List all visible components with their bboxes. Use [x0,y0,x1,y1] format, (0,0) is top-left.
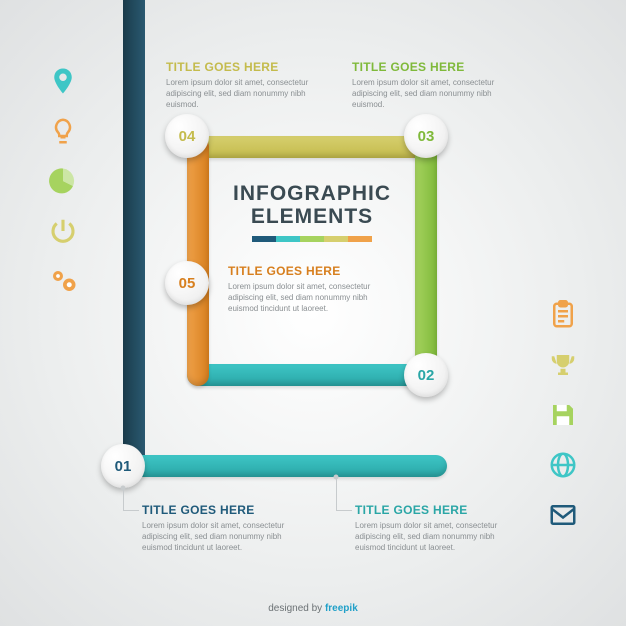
power-icon [48,216,78,246]
block-03-body: Lorem ipsum dolor sit amet, consectetur … [352,78,502,110]
block-05-body: Lorem ipsum dolor sit amet, consectetur … [228,282,398,314]
node-02: 02 [404,353,448,397]
leader-02-h [336,510,352,511]
square-bar-bottom [187,364,437,386]
leader-01-dot [121,486,126,491]
block-05-title: TITLE GOES HERE [228,264,398,278]
block-04: TITLE GOES HERE Lorem ipsum dolor sit am… [166,60,316,110]
credit-prefix: designed by [268,603,325,614]
left-icon-column [48,66,78,296]
block-01: TITLE GOES HERE Lorem ipsum dolor sit am… [142,503,312,553]
block-02-body: Lorem ipsum dolor sit amet, consectetur … [355,521,525,553]
block-05: TITLE GOES HERE Lorem ipsum dolor sit am… [228,264,398,314]
node-05-num: 05 [179,275,196,292]
square-bar-right [415,136,437,386]
credit-line: designed by freepik [268,603,358,614]
square-bar-top [187,136,437,158]
node-03-num: 03 [418,128,435,145]
vertical-sidebar-bar [123,0,145,477]
node-05: 05 [165,261,209,305]
globe-icon [548,450,578,480]
center-heading: INFOGRAPHIC ELEMENTS [233,182,391,242]
leader-01-h [123,510,139,511]
leader-02-dot [334,475,339,480]
block-03-title: TITLE GOES HERE [352,60,502,74]
mail-icon [548,500,578,530]
clipboard-icon [548,300,578,330]
block-01-title: TITLE GOES HERE [142,503,312,517]
piechart-icon [48,166,78,196]
node-01: 01 [101,444,145,488]
node-04-num: 04 [179,128,196,145]
save-icon [548,400,578,430]
trophy-icon [548,350,578,380]
node-02-num: 02 [418,367,435,384]
block-04-body: Lorem ipsum dolor sit amet, consectetur … [166,78,316,110]
credit-brand: freepik [325,603,358,614]
pin-icon [48,66,78,96]
node-04: 04 [165,114,209,158]
center-color-bar [252,236,372,242]
block-01-body: Lorem ipsum dolor sit amet, consectetur … [142,521,312,553]
center-title-line2: ELEMENTS [251,205,373,228]
right-icon-column [548,300,578,530]
gears-icon [48,266,78,296]
block-03: TITLE GOES HERE Lorem ipsum dolor sit am… [352,60,502,110]
bulb-icon [48,116,78,146]
leader-01-v [123,488,124,510]
leader-02-v [336,477,337,510]
block-02: TITLE GOES HERE Lorem ipsum dolor sit am… [355,503,525,553]
node-03: 03 [404,114,448,158]
node-01-num: 01 [115,458,132,475]
connector-bar-01 [123,455,447,477]
block-04-title: TITLE GOES HERE [166,60,316,74]
block-02-title: TITLE GOES HERE [355,503,525,517]
center-title-line1: INFOGRAPHIC [233,182,391,205]
infographic-stage: INFOGRAPHIC ELEMENTS TITLE GOES HERE Lor… [0,0,626,626]
